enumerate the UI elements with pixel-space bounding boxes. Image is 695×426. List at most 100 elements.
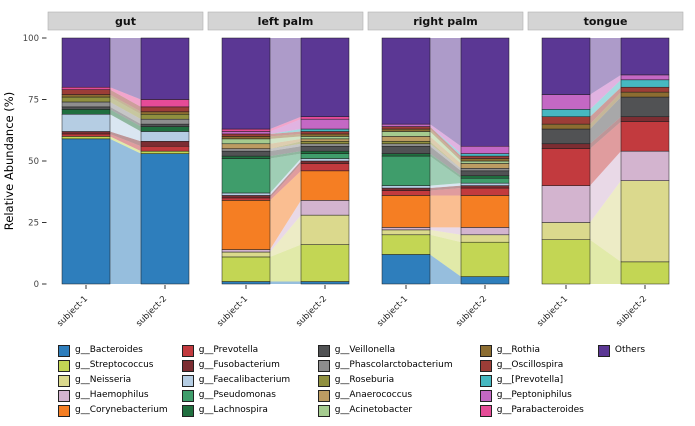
legend-label: g__Bacteroides (75, 345, 143, 355)
legend-label: g__Anaerococcus (334, 390, 413, 400)
legend-column: Others (597, 344, 658, 417)
bar-segment (221, 155, 271, 159)
flow-ribbon (590, 79, 621, 117)
bar-segment (61, 96, 111, 103)
flow-ribbon (430, 254, 461, 284)
bar-segment (460, 182, 510, 186)
legend-key-swatch (317, 374, 330, 387)
bar-segment (300, 150, 350, 154)
legend-item: g__Phascolarctobacterium (317, 359, 466, 372)
flow-ribbon (270, 141, 301, 149)
flow-ribbon (270, 143, 301, 152)
bar-segment (300, 128, 350, 132)
bar-segment (460, 170, 510, 177)
flow-ribbon (590, 87, 621, 125)
bar-segment (460, 175, 510, 179)
bar-segment (300, 153, 350, 159)
legend-label: g__Peptoniphilus (496, 390, 572, 400)
bar-segment (541, 239, 591, 285)
bar-segment (300, 158, 350, 162)
legend-key-swatch (58, 374, 70, 387)
bar-segment (541, 94, 591, 110)
flow-ribbon (430, 183, 461, 189)
bar-segment (140, 153, 190, 285)
bar-segment (221, 37, 271, 130)
legend-key-swatch (479, 359, 492, 372)
bar-segment (460, 195, 510, 228)
bar-segment (541, 143, 591, 149)
bar-segment (381, 141, 431, 145)
bar-segment (140, 123, 190, 127)
bar-segment (460, 37, 510, 147)
legend-item: g__[Prevotella] (479, 374, 584, 387)
flow-ribbon (270, 170, 301, 250)
flow-ribbon (430, 38, 461, 147)
bar-segment (460, 145, 510, 154)
bar-segment (300, 116, 350, 120)
flow-ribbon (590, 116, 621, 149)
flow-ribbon (430, 153, 461, 179)
legend-item: g__Roseburia (317, 374, 466, 387)
bar-segment (381, 187, 431, 191)
bar-segment (61, 133, 111, 137)
legend-label: g__Acinetobacter (334, 405, 413, 415)
bar-segment (300, 200, 350, 216)
flow-ribbon (430, 234, 461, 277)
x-tick-label: subject-2 (134, 294, 169, 329)
bar-segment (460, 241, 510, 277)
bar-segment (460, 158, 510, 162)
legend-key-swatch (58, 404, 70, 417)
legend-item: g__Bacteroides (58, 344, 168, 357)
bar-segment (620, 91, 670, 98)
bar-segment (140, 118, 190, 125)
x-tick-label: subject-1 (55, 294, 90, 329)
bar-segment (541, 128, 591, 145)
flow-ribbon (430, 136, 461, 169)
bar-segment (221, 158, 271, 194)
bar-segment (300, 118, 350, 130)
x-tick-label: subject-2 (294, 294, 329, 329)
bar-segment (221, 281, 271, 285)
flow-ribbon (430, 146, 461, 176)
flow-ribbon (110, 131, 141, 147)
facet-strip-label: gut (115, 15, 136, 28)
legend-label: g__Prevotella (198, 345, 259, 355)
flow-ribbon (270, 153, 301, 193)
bar-segment (140, 37, 190, 100)
y-tick-label: 50 (28, 157, 39, 167)
flow-ribbon (270, 200, 301, 253)
y-axis-title: Relative Abundance (%) (2, 92, 16, 230)
legend-column: g__Prevotella g__Fusobacterium g__Faecalib… (181, 344, 304, 417)
bar-segment (620, 37, 670, 76)
bar-segment (381, 123, 431, 127)
bar-segment (541, 116, 591, 125)
bar-segment (221, 143, 271, 149)
legend-item: g__Faecalibacterium (181, 374, 304, 387)
legend-item: g__Haemophilus (58, 389, 168, 402)
bar-segment (221, 251, 271, 258)
facet-strip-label: right palm (413, 15, 478, 28)
bar-segment (140, 111, 190, 115)
bar-segment (620, 121, 670, 152)
flow-ribbon (430, 195, 461, 228)
bar-segment (221, 128, 271, 132)
bar-segment (300, 136, 350, 140)
bar-segment (221, 150, 271, 157)
flow-ribbon (270, 244, 301, 282)
legend-label: g__Pseudomonas (198, 390, 277, 400)
bar-segment (221, 138, 271, 145)
legend-key-swatch (317, 404, 330, 417)
flow-ribbon (110, 109, 141, 132)
legend-item: g__Fusobacterium (181, 359, 304, 372)
bar-segment (541, 185, 591, 223)
legend-item: g__Lachnospira (181, 404, 304, 417)
bar-segment (381, 131, 431, 137)
legend-label: g__Haemophilus (75, 390, 149, 400)
legend-key-swatch (479, 389, 492, 402)
bar-segment (221, 133, 271, 137)
bar-segment (300, 160, 350, 164)
legend-label: g__Rothia (496, 345, 541, 355)
bar-segment (221, 136, 271, 140)
bar-segment (381, 126, 431, 130)
bar-segment (620, 116, 670, 122)
